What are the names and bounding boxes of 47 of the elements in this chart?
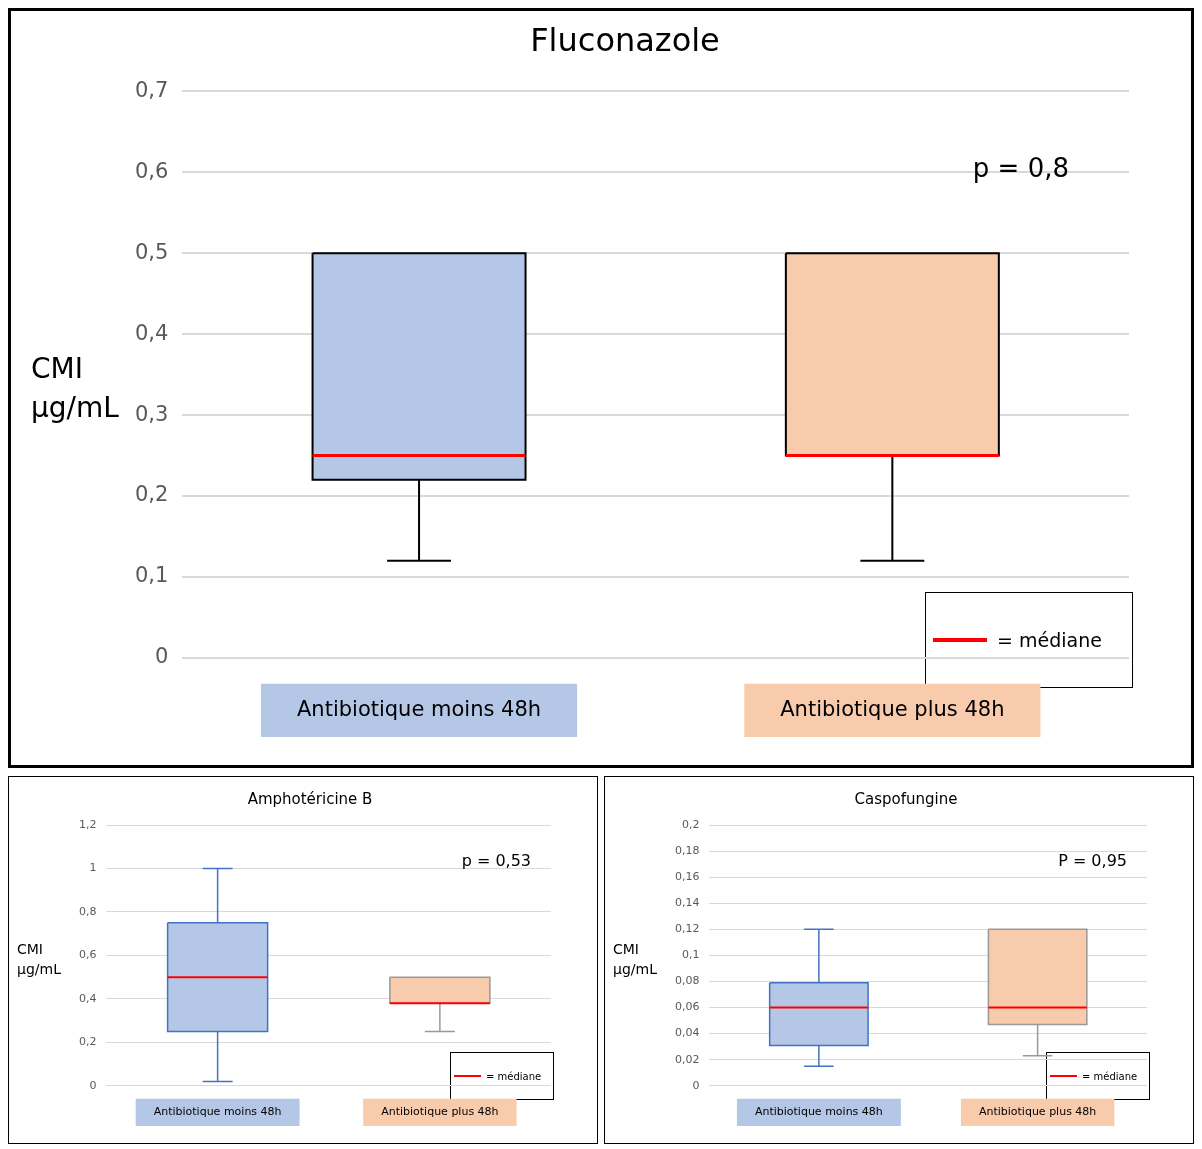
annotation: = médiane — [486, 1070, 542, 1082]
annotation: P = 0,95 — [1058, 850, 1127, 870]
key-box: = médiane — [450, 1052, 554, 1100]
annotation: = médiane — [997, 629, 1102, 651]
chart-title: Caspofungine — [854, 789, 958, 808]
y-tick-label: 0,12 — [674, 922, 700, 936]
chart-title: Amphotéricine B — [247, 789, 373, 808]
y-tick-label: 1,2 — [78, 817, 97, 831]
x-tick-label: Antibiotique plus 48h — [780, 696, 1005, 721]
y-tick-label: 0,1 — [134, 563, 169, 588]
y-axis-title: CMI µg/mL — [612, 940, 658, 979]
y-tick-label: 0 — [692, 1078, 700, 1092]
x-tick-label: Antibiotique moins 48h — [153, 1105, 282, 1119]
y-tick-label: 0,04 — [674, 1026, 700, 1040]
y-tick-label: 0,4 — [134, 320, 169, 345]
x-tick-label: Antibiotique moins 48h — [754, 1105, 883, 1119]
y-tick-label: 0,14 — [674, 896, 700, 910]
annotation: = médiane — [1082, 1070, 1138, 1082]
y-tick-label: 0,6 — [134, 158, 169, 183]
y-axis-title: CMI µg/mL — [30, 350, 120, 426]
y-tick-label: 1 — [89, 861, 97, 875]
y-tick-label: 0,7 — [134, 77, 169, 102]
y-tick-label: 0,3 — [134, 401, 169, 426]
y-tick-label: 0,2 — [681, 817, 700, 831]
chart-title: Fluconazole — [530, 20, 720, 59]
y-tick-label: 0,1 — [681, 948, 700, 962]
annotation: p = 0,8 — [972, 153, 1069, 184]
y-tick-label: 0,5 — [134, 239, 169, 264]
y-tick-label: 0,4 — [78, 991, 97, 1005]
annotation: p = 0,53 — [461, 850, 531, 870]
y-tick-label: 0,2 — [78, 1035, 97, 1049]
y-axis-title: CMI µg/mL — [16, 940, 62, 979]
x-tick-label: Antibiotique plus 48h — [381, 1105, 499, 1119]
y-tick-label: 0,08 — [674, 974, 700, 988]
x-tick-label: Antibiotique moins 48h — [296, 696, 542, 721]
y-tick-label: 0,2 — [134, 482, 169, 507]
y-tick-label: 0,16 — [674, 870, 700, 884]
key-box: = médiane — [1046, 1052, 1150, 1100]
y-tick-label: 0,02 — [674, 1052, 700, 1066]
y-tick-label: 0 — [89, 1078, 97, 1092]
y-tick-label: 0,8 — [78, 904, 97, 918]
y-tick-label: 0,6 — [78, 948, 97, 962]
y-tick-label: 0,18 — [674, 843, 700, 857]
y-tick-label: 0,06 — [674, 1000, 700, 1014]
y-tick-label: 0 — [155, 644, 169, 669]
key-box: = médiane — [925, 592, 1133, 688]
x-tick-label: Antibiotique plus 48h — [978, 1105, 1097, 1119]
